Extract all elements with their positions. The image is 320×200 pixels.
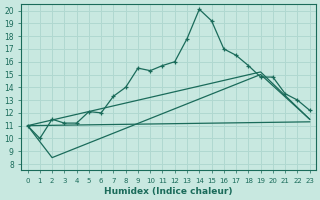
- X-axis label: Humidex (Indice chaleur): Humidex (Indice chaleur): [104, 187, 233, 196]
